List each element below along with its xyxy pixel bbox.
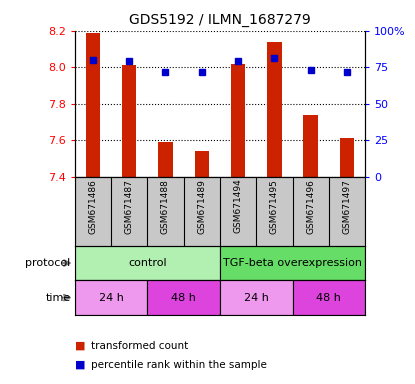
Bar: [220, 246, 365, 280]
Bar: [75, 246, 220, 280]
Bar: [220, 280, 293, 315]
Text: GSM671488: GSM671488: [161, 179, 170, 233]
Text: TGF-beta overexpression: TGF-beta overexpression: [223, 258, 362, 268]
Text: GSM671494: GSM671494: [234, 179, 243, 233]
Text: protocol: protocol: [25, 258, 71, 268]
Text: transformed count: transformed count: [91, 341, 188, 351]
Text: GSM671486: GSM671486: [88, 179, 98, 233]
Bar: [231, 64, 245, 177]
Text: GSM671495: GSM671495: [270, 179, 279, 233]
Bar: [75, 280, 147, 315]
Bar: [122, 65, 137, 177]
Text: control: control: [128, 258, 167, 268]
Bar: [303, 115, 318, 177]
Bar: [147, 280, 220, 315]
Bar: [158, 142, 173, 177]
Bar: [293, 280, 365, 315]
Text: ■: ■: [75, 360, 85, 370]
Text: 48 h: 48 h: [171, 293, 196, 303]
Text: 24 h: 24 h: [244, 293, 269, 303]
Text: percentile rank within the sample: percentile rank within the sample: [91, 360, 267, 370]
Text: time: time: [45, 293, 71, 303]
Bar: [267, 41, 282, 177]
Title: GDS5192 / ILMN_1687279: GDS5192 / ILMN_1687279: [129, 13, 311, 27]
Bar: [195, 151, 209, 177]
Text: GSM671497: GSM671497: [342, 179, 352, 233]
Text: GSM671489: GSM671489: [197, 179, 206, 233]
Bar: [340, 138, 354, 177]
Text: GSM671496: GSM671496: [306, 179, 315, 233]
Text: ■: ■: [75, 341, 85, 351]
Text: GSM671487: GSM671487: [124, 179, 134, 233]
Text: 24 h: 24 h: [99, 293, 123, 303]
Bar: [85, 33, 100, 177]
Text: 48 h: 48 h: [317, 293, 341, 303]
